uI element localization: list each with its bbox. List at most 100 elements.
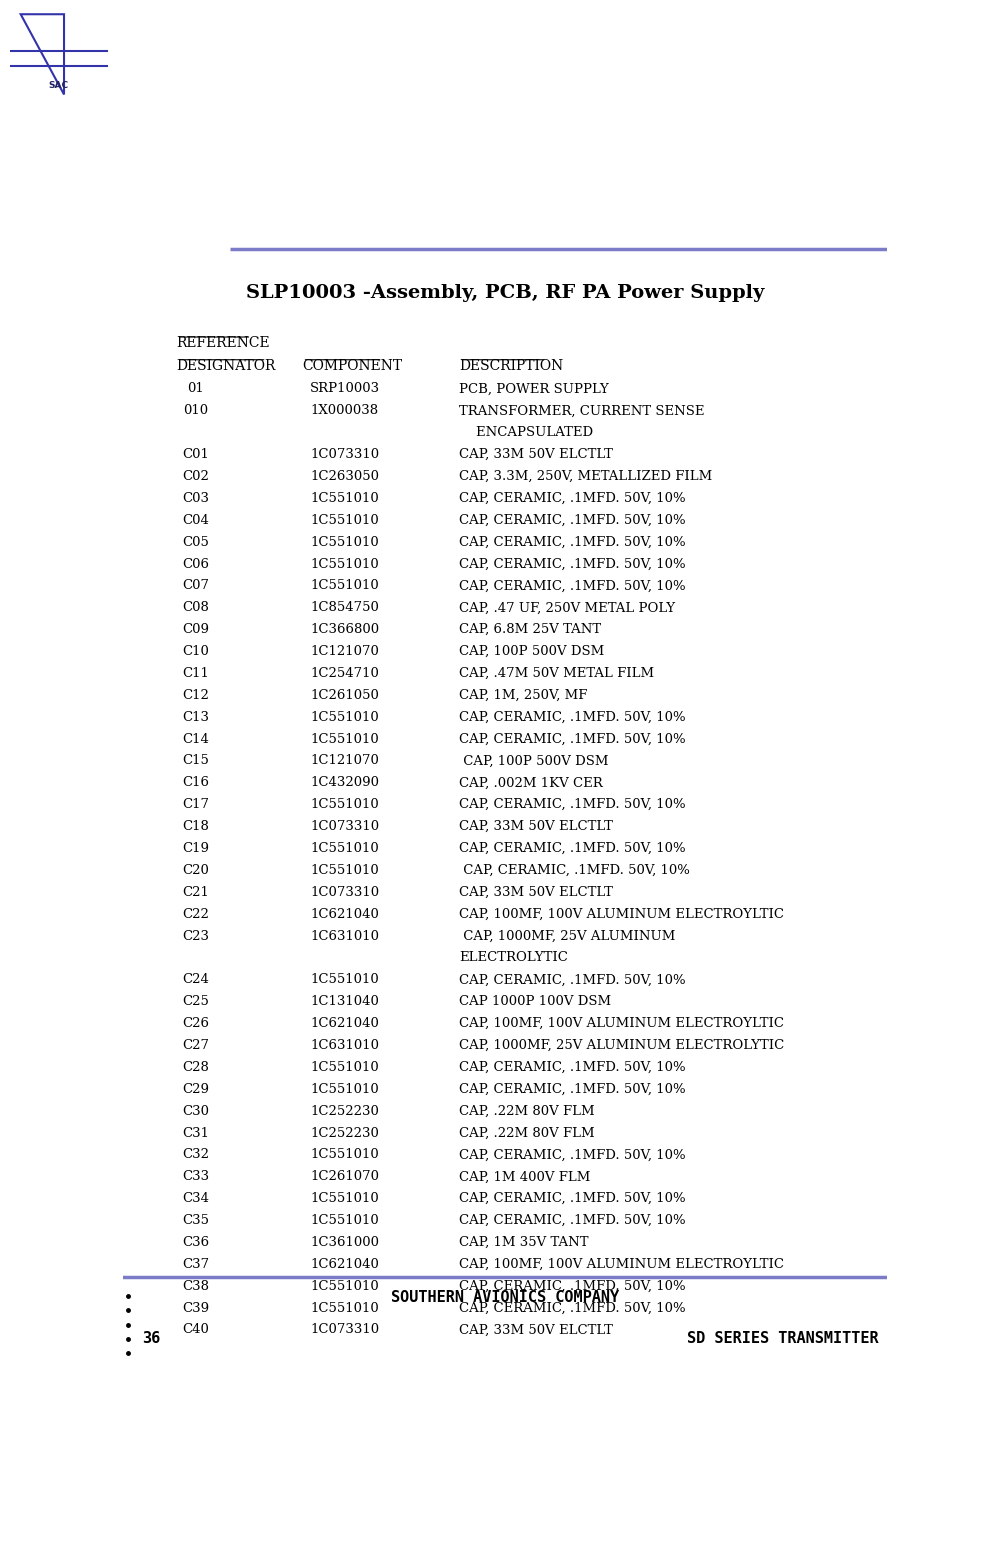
Text: CAP, CERAMIC, .1MFD. 50V, 10%: CAP, CERAMIC, .1MFD. 50V, 10%	[459, 514, 686, 526]
Text: CAP, CERAMIC, .1MFD. 50V, 10%: CAP, CERAMIC, .1MFD. 50V, 10%	[459, 536, 686, 548]
Text: 1C631010: 1C631010	[310, 1039, 379, 1051]
Text: 1C252230: 1C252230	[310, 1126, 379, 1140]
Text: CAP, CERAMIC, .1MFD. 50V, 10%: CAP, CERAMIC, .1MFD. 50V, 10%	[459, 1082, 686, 1096]
Text: 1C254710: 1C254710	[310, 666, 379, 680]
Text: 1C121070: 1C121070	[310, 755, 379, 767]
Text: 36: 36	[142, 1331, 161, 1346]
Text: 1C366800: 1C366800	[310, 623, 379, 637]
Text: C37: C37	[182, 1258, 209, 1270]
Text: 1C551010: 1C551010	[310, 733, 379, 745]
Text: 1C073310: 1C073310	[310, 885, 379, 899]
Text: CAP, 1M, 250V, MF: CAP, 1M, 250V, MF	[459, 690, 587, 702]
Text: CAP, CERAMIC, .1MFD. 50V, 10%: CAP, CERAMIC, .1MFD. 50V, 10%	[459, 842, 686, 856]
Text: C22: C22	[182, 907, 209, 921]
Text: CAP, .47M 50V METAL FILM: CAP, .47M 50V METAL FILM	[459, 666, 654, 680]
Text: CAP, 1M 400V FLM: CAP, 1M 400V FLM	[459, 1171, 590, 1183]
Text: 1C551010: 1C551010	[310, 1082, 379, 1096]
Text: CAP, 3.3M, 250V, METALLIZED FILM: CAP, 3.3M, 250V, METALLIZED FILM	[459, 471, 712, 483]
Text: 1C551010: 1C551010	[310, 536, 379, 548]
Text: DESIGNATOR: DESIGNATOR	[176, 359, 276, 373]
Text: C20: C20	[182, 863, 209, 877]
Text: C01: C01	[182, 449, 209, 461]
Text: C36: C36	[182, 1236, 209, 1249]
Text: C02: C02	[182, 471, 209, 483]
Text: PCB, POWER SUPPLY: PCB, POWER SUPPLY	[459, 382, 609, 396]
Text: C04: C04	[182, 514, 209, 526]
Text: CAP, CERAMIC, .1MFD. 50V, 10%: CAP, CERAMIC, .1MFD. 50V, 10%	[459, 733, 686, 745]
Text: CAP, CERAMIC, .1MFD. 50V, 10%: CAP, CERAMIC, .1MFD. 50V, 10%	[459, 1148, 686, 1162]
Text: C03: C03	[182, 492, 209, 505]
Text: 1C432090: 1C432090	[310, 776, 379, 789]
Text: 1C551010: 1C551010	[310, 842, 379, 856]
Text: 1C551010: 1C551010	[310, 1148, 379, 1162]
Text: 1C261070: 1C261070	[310, 1171, 379, 1183]
Text: COMPONENT: COMPONENT	[302, 359, 403, 373]
Text: CAP, 33M 50V ELCTLT: CAP, 33M 50V ELCTLT	[459, 1323, 613, 1337]
Text: C13: C13	[182, 711, 209, 724]
Text: 1C551010: 1C551010	[310, 1061, 379, 1073]
Text: CAP, CERAMIC, .1MFD. 50V, 10%: CAP, CERAMIC, .1MFD. 50V, 10%	[459, 492, 686, 505]
Text: 1C551010: 1C551010	[310, 798, 379, 811]
Text: 1C551010: 1C551010	[310, 711, 379, 724]
Text: C09: C09	[182, 623, 209, 637]
Text: C19: C19	[182, 842, 209, 856]
Text: SD SERIES TRANSMITTER: SD SERIES TRANSMITTER	[688, 1331, 879, 1346]
Text: 1C073310: 1C073310	[310, 449, 379, 461]
Text: C06: C06	[182, 558, 209, 570]
Text: 1C551010: 1C551010	[310, 1214, 379, 1227]
Text: 1C551010: 1C551010	[310, 1280, 379, 1292]
Text: CAP, 33M 50V ELCTLT: CAP, 33M 50V ELCTLT	[459, 820, 613, 832]
Text: 1C252230: 1C252230	[310, 1104, 379, 1118]
Text: C39: C39	[182, 1301, 209, 1314]
Text: ENCAPSULATED: ENCAPSULATED	[459, 426, 593, 439]
Text: 1C621040: 1C621040	[310, 907, 379, 921]
Text: CAP, 1000MF, 25V ALUMINUM ELECTROLYTIC: CAP, 1000MF, 25V ALUMINUM ELECTROLYTIC	[459, 1039, 784, 1051]
Text: C26: C26	[182, 1017, 209, 1030]
Text: C35: C35	[182, 1214, 209, 1227]
Text: 01: 01	[187, 382, 204, 396]
Text: C12: C12	[182, 690, 209, 702]
Text: ELECTROLYTIC: ELECTROLYTIC	[459, 952, 568, 964]
Text: CAP, 33M 50V ELCTLT: CAP, 33M 50V ELCTLT	[459, 449, 613, 461]
Text: 1C621040: 1C621040	[310, 1017, 379, 1030]
Text: C17: C17	[182, 798, 209, 811]
Text: CAP, 33M 50V ELCTLT: CAP, 33M 50V ELCTLT	[459, 885, 613, 899]
Text: SRP10003: SRP10003	[309, 382, 379, 396]
Text: 1C551010: 1C551010	[310, 1301, 379, 1314]
Text: 1C551010: 1C551010	[310, 492, 379, 505]
Text: 1C551010: 1C551010	[310, 558, 379, 570]
Text: CAP, 100P 500V DSM: CAP, 100P 500V DSM	[459, 755, 609, 767]
Text: 1C551010: 1C551010	[310, 863, 379, 877]
Text: C05: C05	[182, 536, 209, 548]
Text: CAP, .22M 80V FLM: CAP, .22M 80V FLM	[459, 1126, 595, 1140]
Text: CAP, .22M 80V FLM: CAP, .22M 80V FLM	[459, 1104, 595, 1118]
Text: 1C854750: 1C854750	[310, 601, 379, 615]
Text: CAP, CERAMIC, .1MFD. 50V, 10%: CAP, CERAMIC, .1MFD. 50V, 10%	[459, 558, 686, 570]
Text: C40: C40	[182, 1323, 209, 1337]
Text: CAP, 100MF, 100V ALUMINUM ELECTROYLTIC: CAP, 100MF, 100V ALUMINUM ELECTROYLTIC	[459, 1017, 784, 1030]
Text: C21: C21	[182, 885, 209, 899]
Text: CAP, CERAMIC, .1MFD. 50V, 10%: CAP, CERAMIC, .1MFD. 50V, 10%	[459, 1280, 686, 1292]
Text: 1C551010: 1C551010	[310, 579, 379, 592]
Text: CAP, CERAMIC, .1MFD. 50V, 10%: CAP, CERAMIC, .1MFD. 50V, 10%	[459, 1214, 686, 1227]
Text: 010: 010	[183, 404, 208, 418]
Text: 1C263050: 1C263050	[310, 471, 379, 483]
Text: CAP, 100MF, 100V ALUMINUM ELECTROYLTIC: CAP, 100MF, 100V ALUMINUM ELECTROYLTIC	[459, 907, 784, 921]
Text: 1X000038: 1X000038	[310, 404, 378, 418]
Text: C31: C31	[182, 1126, 209, 1140]
Text: C16: C16	[182, 776, 209, 789]
Text: C14: C14	[182, 733, 209, 745]
Text: CAP, 1M 35V TANT: CAP, 1M 35V TANT	[459, 1236, 588, 1249]
Text: 1C073310: 1C073310	[310, 820, 379, 832]
Text: DESCRIPTION: DESCRIPTION	[459, 359, 563, 373]
Text: CAP, 100MF, 100V ALUMINUM ELECTROYLTIC: CAP, 100MF, 100V ALUMINUM ELECTROYLTIC	[459, 1258, 784, 1270]
Text: SLP10003 -Assembly, PCB, RF PA Power Supply: SLP10003 -Assembly, PCB, RF PA Power Sup…	[245, 284, 764, 303]
Text: 1C121070: 1C121070	[310, 644, 379, 658]
Text: C30: C30	[182, 1104, 209, 1118]
Text: C10: C10	[182, 644, 209, 658]
Text: CAP, 6.8M 25V TANT: CAP, 6.8M 25V TANT	[459, 623, 601, 637]
Text: C25: C25	[182, 995, 209, 1008]
Text: C38: C38	[182, 1280, 209, 1292]
Text: CAP, CERAMIC, .1MFD. 50V, 10%: CAP, CERAMIC, .1MFD. 50V, 10%	[459, 579, 686, 592]
Text: CAP, .002M 1KV CER: CAP, .002M 1KV CER	[459, 776, 603, 789]
